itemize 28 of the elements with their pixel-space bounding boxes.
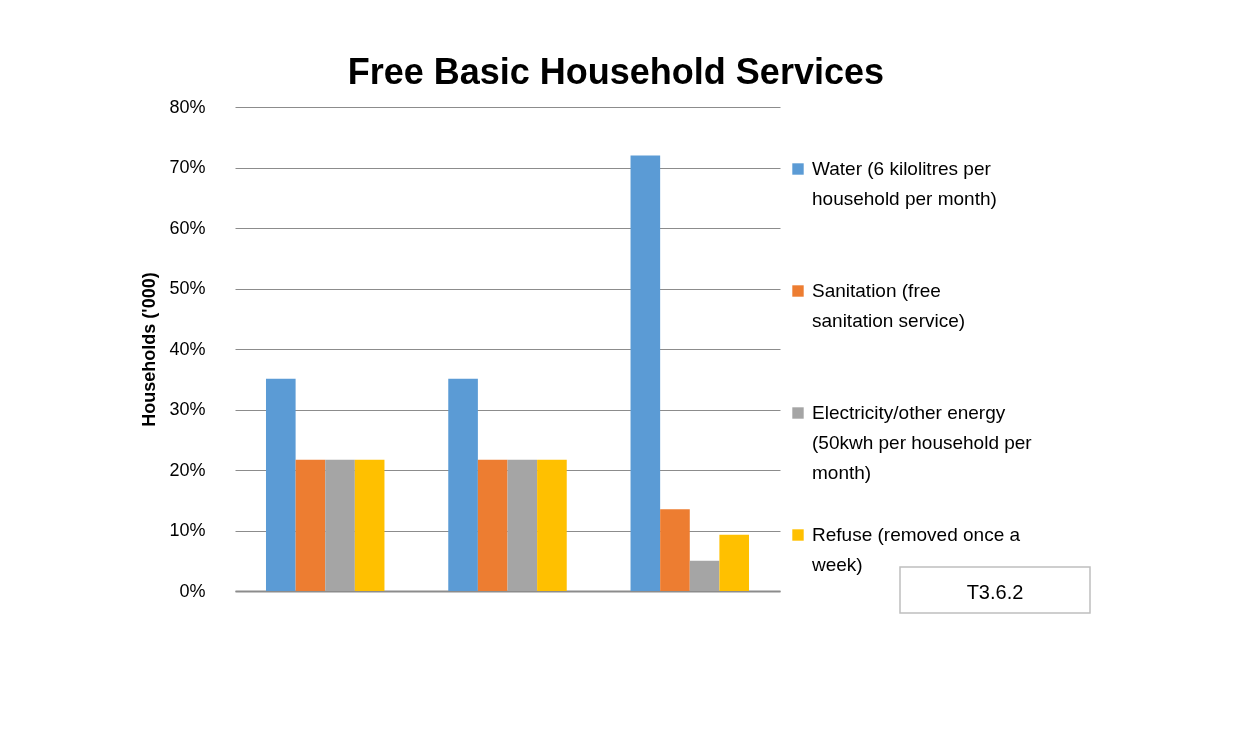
y-tick-label: 0% — [179, 580, 206, 601]
y-tick-label: 20% — [169, 459, 206, 480]
text: T3.6.2 — [966, 581, 1024, 603]
bar — [448, 378, 478, 591]
bar — [689, 560, 720, 591]
bar — [719, 534, 750, 591]
y-tick-label: 70% — [169, 157, 206, 177]
y-tick-label: 40% — [169, 338, 206, 359]
bar — [325, 459, 355, 591]
legend-label: Refuse (removed once a week) — [811, 524, 1021, 575]
bar — [477, 459, 508, 591]
y-tick-label: 80% — [169, 96, 206, 117]
y-tick-label: 10% — [169, 520, 206, 540]
bar — [354, 459, 385, 591]
bar — [537, 459, 567, 591]
legend-label: Electricity/other energy (50kwh per household per month) — [812, 402, 1033, 483]
y-tick-label: 60% — [169, 217, 206, 238]
bar — [507, 459, 538, 591]
bar — [630, 155, 661, 591]
bar — [295, 459, 326, 591]
y-tick-label: 30% — [169, 399, 206, 419]
y-tick-label: 50% — [169, 278, 206, 298]
bar — [265, 378, 296, 591]
y-axis-title: Households ('000) — [139, 272, 160, 427]
chart-title: Free Basic Household Services — [347, 51, 884, 92]
bar — [660, 509, 690, 591]
legend-label: Water (6 kilolitres per household per month) — [812, 158, 997, 209]
legend-label: Sanitation (free sanitation service) — [812, 280, 966, 331]
